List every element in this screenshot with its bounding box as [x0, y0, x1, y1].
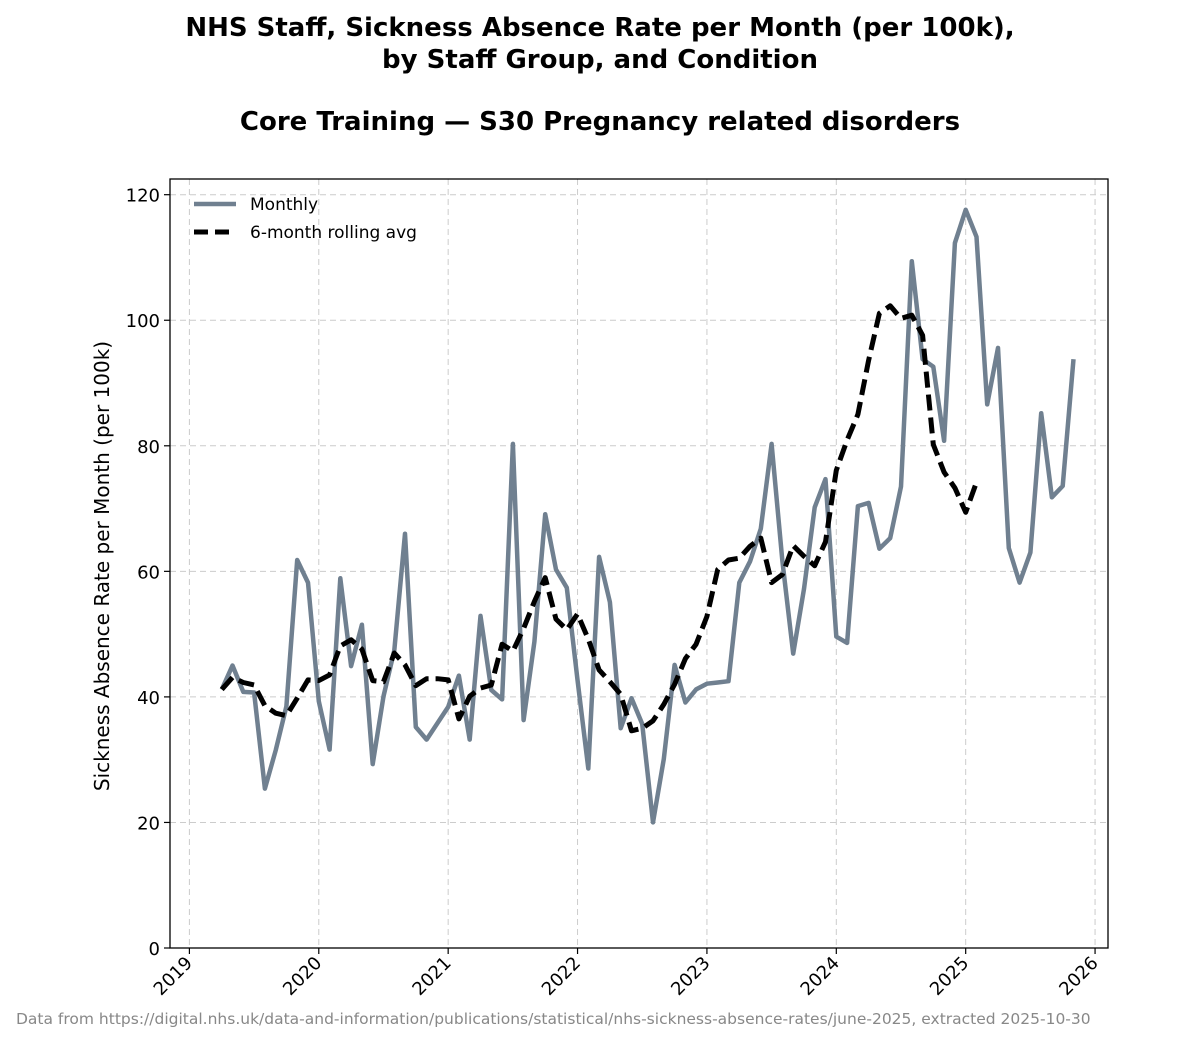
data-source-footer: Data from https://digital.nhs.uk/data-an… [16, 1010, 1091, 1028]
x-tick-label: 2026 [1055, 953, 1102, 1000]
x-tick-label: 2024 [797, 953, 844, 1000]
y-tick-label: 60 [137, 562, 160, 583]
y-tick-label: 120 [126, 186, 160, 207]
x-tick-label: 2020 [279, 953, 326, 1000]
x-tick-label: 2022 [538, 953, 585, 1000]
rolling-avg-line [219, 303, 979, 734]
y-tick-label: 40 [137, 688, 160, 709]
x-tick-label: 2021 [408, 953, 455, 1000]
y-tick-label: 0 [149, 939, 160, 960]
x-tick-label: 2023 [667, 953, 714, 1000]
chart-title-line2: by Staff Group, and Condition [382, 45, 818, 75]
legend-label: 6-month rolling avg [250, 223, 417, 243]
monthly-line [219, 207, 1076, 825]
chart-title: NHS Staff, Sickness Absence Rate per Mon… [185, 13, 1015, 43]
plot-frame [169, 178, 1109, 949]
y-tick-label: 20 [137, 813, 160, 834]
y-tick-label: 100 [126, 311, 160, 332]
y-tick-label: 80 [137, 437, 160, 458]
legend-label: Monthly [250, 195, 318, 215]
chart-subtitle: Core Training — S30 Pregnancy related di… [239, 107, 961, 137]
x-tick-label: 2025 [926, 953, 973, 1000]
y-axis-label: Sickness Absence Rate per Month (per 100… [90, 341, 114, 791]
legend: Monthly 6-month rolling avg [194, 195, 417, 243]
